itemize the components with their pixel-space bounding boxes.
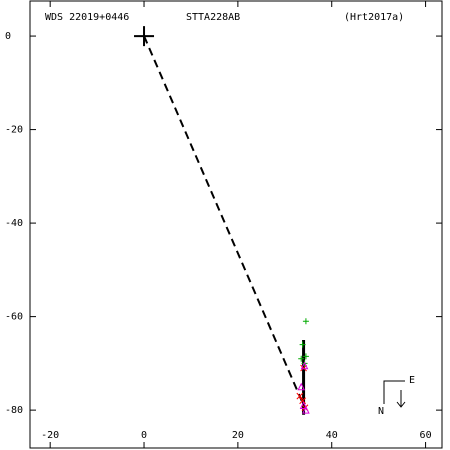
compass-north: N [378, 406, 384, 417]
x-tick-label: 40 [326, 430, 338, 441]
point-shape [299, 397, 306, 405]
point-shape [302, 318, 309, 325]
point [299, 397, 306, 405]
point [298, 355, 305, 362]
point-shape [297, 382, 306, 391]
point-shape [298, 355, 305, 362]
y-tick-label: 0 [5, 31, 11, 42]
compass-east: E [409, 375, 415, 386]
wds-label: WDS 22019+0446 [45, 12, 129, 23]
point-shape [299, 401, 308, 409]
y-tick-label: -40 [5, 218, 23, 229]
x-tick-label: 0 [141, 430, 147, 441]
y-tick-label: -60 [5, 312, 23, 323]
point [300, 361, 309, 370]
y-tick-label: -80 [5, 405, 23, 416]
x-tick-label: 20 [232, 430, 244, 441]
point [300, 364, 307, 372]
point-shape [299, 341, 306, 348]
x-tick-label: 60 [420, 430, 432, 441]
point [302, 318, 309, 325]
point [297, 382, 306, 391]
point [302, 406, 310, 414]
point [299, 401, 308, 409]
point-shape [296, 392, 304, 400]
point-shape [134, 26, 155, 47]
reference-label: (Hrt2017a) [344, 12, 404, 23]
point [299, 341, 306, 348]
compass [383, 380, 406, 408]
point [302, 353, 309, 360]
orbit-connector [143, 35, 303, 402]
compass-arrowhead [396, 401, 406, 408]
x-tick-label: -20 [41, 430, 59, 441]
point [296, 392, 304, 400]
plot-frame [29, 0, 443, 449]
point-shape [302, 353, 309, 360]
point-shape [300, 364, 307, 372]
point-shape [302, 406, 310, 414]
discoverer-label: STTA228AB [186, 12, 240, 23]
point-shape [300, 361, 309, 370]
y-tick-label: -20 [5, 125, 23, 136]
point [134, 26, 155, 47]
compass-axes [383, 380, 405, 404]
